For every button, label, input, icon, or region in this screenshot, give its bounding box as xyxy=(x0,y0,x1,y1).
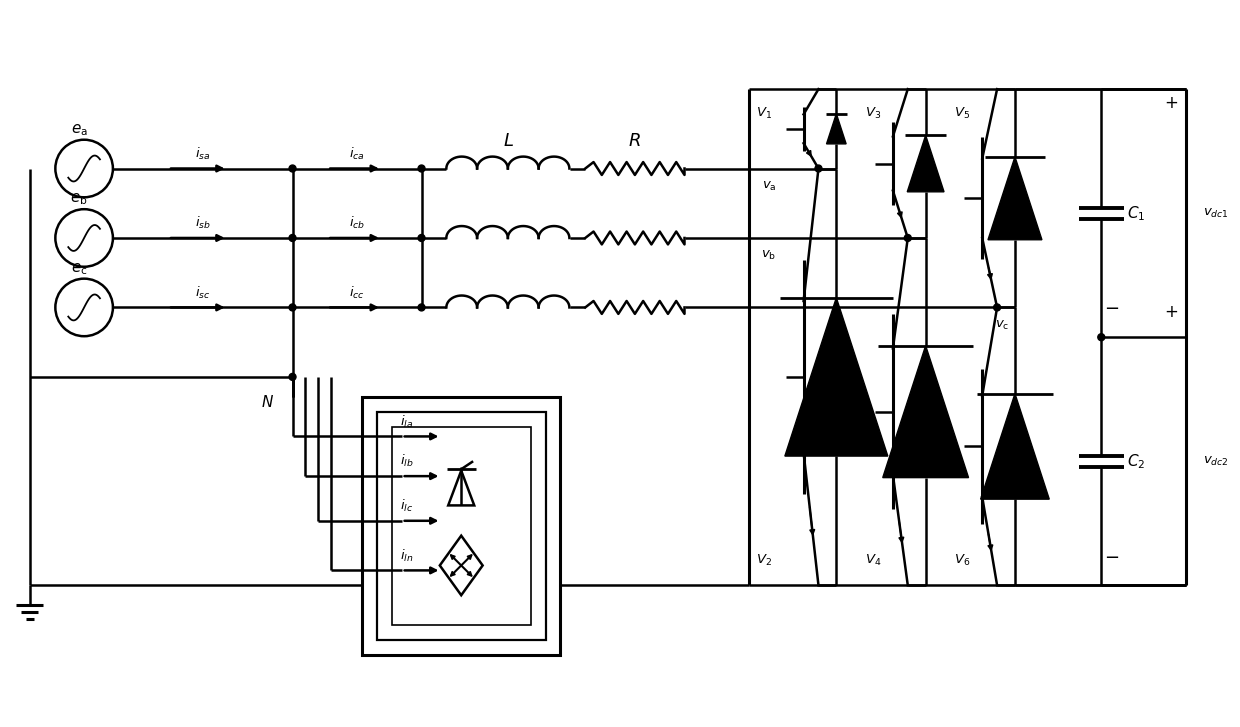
Text: $v_{dc1}$: $v_{dc1}$ xyxy=(1203,206,1229,220)
Polygon shape xyxy=(883,345,968,478)
Text: $V_3$: $V_3$ xyxy=(866,106,882,121)
Circle shape xyxy=(815,165,822,172)
Text: $i_{lb}$: $i_{lb}$ xyxy=(399,453,413,470)
Circle shape xyxy=(1097,334,1105,341)
Text: $e_{\rm c}$: $e_{\rm c}$ xyxy=(71,261,88,276)
Text: $i_{lc}$: $i_{lc}$ xyxy=(401,498,413,514)
Text: $e_{\rm b}$: $e_{\rm b}$ xyxy=(71,191,88,207)
Polygon shape xyxy=(785,298,888,456)
Circle shape xyxy=(993,304,1001,311)
Circle shape xyxy=(289,235,296,241)
Text: $i_{cb}$: $i_{cb}$ xyxy=(348,215,365,231)
Text: $C_2$: $C_2$ xyxy=(1127,452,1146,470)
Text: $V_1$: $V_1$ xyxy=(756,106,773,121)
Text: $i_{cc}$: $i_{cc}$ xyxy=(350,284,365,300)
Text: $V_5$: $V_5$ xyxy=(955,106,971,121)
Polygon shape xyxy=(908,135,944,192)
Circle shape xyxy=(904,235,911,241)
Circle shape xyxy=(289,165,296,172)
Text: $V_4$: $V_4$ xyxy=(864,553,882,568)
Text: $-$: $-$ xyxy=(1104,547,1118,565)
Circle shape xyxy=(418,304,425,311)
Text: $i_{sb}$: $i_{sb}$ xyxy=(195,215,211,231)
Text: $V_6$: $V_6$ xyxy=(955,553,971,568)
Text: $i_{la}$: $i_{la}$ xyxy=(401,414,413,430)
Bar xyxy=(362,397,560,655)
Polygon shape xyxy=(988,157,1042,240)
Text: $V_2$: $V_2$ xyxy=(756,553,771,568)
Text: $v_{\rm c}$: $v_{\rm c}$ xyxy=(994,318,1009,332)
Polygon shape xyxy=(827,113,846,144)
Text: $+$: $+$ xyxy=(1163,304,1178,321)
Circle shape xyxy=(289,374,296,380)
Text: $v_{\rm a}$: $v_{\rm a}$ xyxy=(761,180,776,193)
Text: $+$: $+$ xyxy=(1163,95,1178,113)
Text: $i_{sa}$: $i_{sa}$ xyxy=(195,145,211,161)
Bar xyxy=(377,411,546,640)
Circle shape xyxy=(289,304,296,311)
Text: $i_{ca}$: $i_{ca}$ xyxy=(350,145,365,161)
Text: $v_{\rm b}$: $v_{\rm b}$ xyxy=(761,249,776,262)
Circle shape xyxy=(418,165,425,172)
Bar xyxy=(392,427,531,625)
Text: $i_{ln}$: $i_{ln}$ xyxy=(399,547,413,563)
Circle shape xyxy=(418,235,425,241)
Text: $L$: $L$ xyxy=(503,132,513,150)
Text: $R$: $R$ xyxy=(629,132,641,150)
Text: $-$: $-$ xyxy=(1104,298,1118,316)
Text: $N$: $N$ xyxy=(262,394,274,410)
Text: $C_1$: $C_1$ xyxy=(1127,204,1146,222)
Text: $e_{\rm a}$: $e_{\rm a}$ xyxy=(71,122,88,137)
Polygon shape xyxy=(981,393,1049,499)
Text: $i_{sc}$: $i_{sc}$ xyxy=(195,284,211,300)
Text: $v_{dc2}$: $v_{dc2}$ xyxy=(1203,454,1229,467)
